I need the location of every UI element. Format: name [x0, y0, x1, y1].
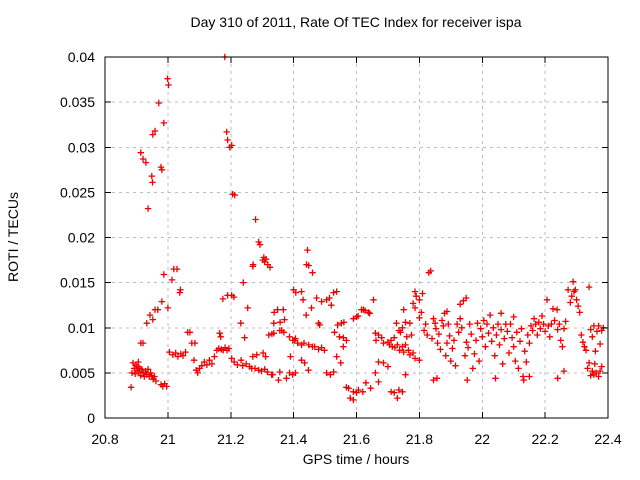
x-tick-label: 22	[474, 431, 490, 447]
y-tick-label: 0.03	[68, 139, 95, 155]
chart-title: Day 310 of 2011, Rate Of TEC Index for r…	[191, 14, 522, 30]
y-tick-label: 0.01	[68, 320, 95, 336]
y-axis-label: ROTI / TECUs	[5, 192, 21, 282]
x-axis-label: GPS time / hours	[303, 451, 410, 467]
x-tick-label: 20.8	[91, 431, 118, 447]
y-tick-label: 0.015	[60, 275, 95, 291]
scatter-plus-markers	[127, 53, 607, 404]
x-tick-label: 21.2	[217, 431, 244, 447]
x-tick-label: 21.6	[343, 431, 370, 447]
y-tick-label: 0.035	[60, 94, 95, 110]
y-tick-label: 0	[87, 410, 95, 426]
tick-marks	[104, 56, 609, 419]
x-tick-label: 21.4	[280, 431, 307, 447]
x-tick-label: 22.2	[532, 431, 559, 447]
y-tick-label: 0.025	[60, 184, 95, 200]
tick-labels: 20.8 21 21.2 21.4 21.6 21.8 22 22.2 22.4 0 0.005 0.…	[60, 49, 622, 447]
y-tick-label: 0.04	[68, 49, 95, 65]
y-tick-label: 0.005	[60, 365, 95, 381]
y-tick-label: 0.02	[68, 230, 95, 246]
x-tick-label: 21.8	[406, 431, 433, 447]
x-tick-label: 21	[160, 431, 176, 447]
data-points	[127, 53, 607, 404]
x-tick-label: 22.4	[594, 431, 621, 447]
